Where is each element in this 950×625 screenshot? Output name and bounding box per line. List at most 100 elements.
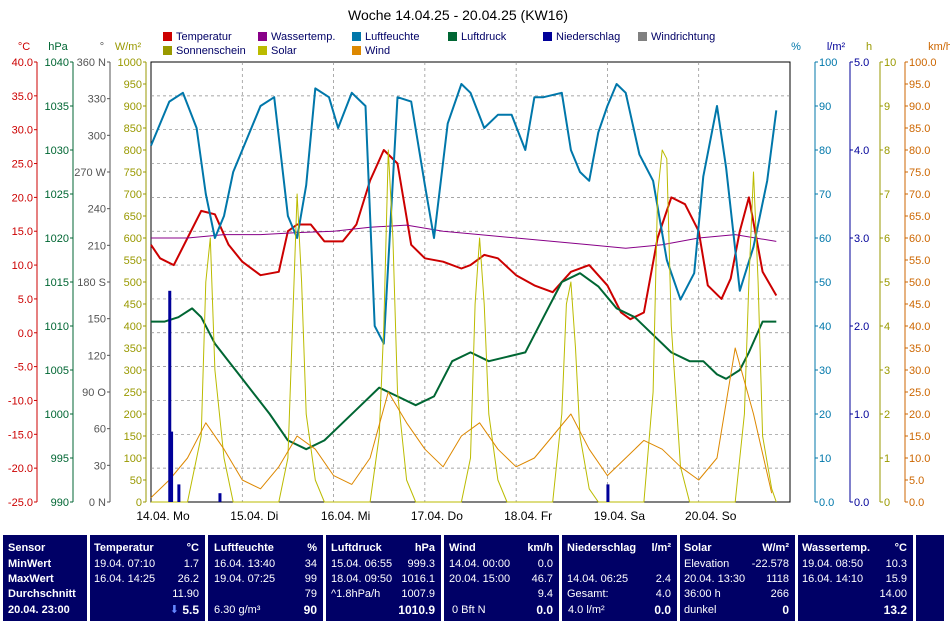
wind-tick-label-4: 80.0 [909, 145, 930, 157]
solar-tick-label-18: 100 [124, 453, 142, 465]
solar-tick-label-8: 600 [124, 233, 142, 245]
direction-tick-label-0: 360 N [77, 57, 106, 69]
sunshine-tick-label-9: 1 [884, 453, 890, 465]
pressure-min-time: 15.04. 06:55 [331, 558, 393, 570]
stats-water-temperature: Wassertemp. °C 19.04. 08:50 10.3 16.04. 14… [798, 535, 913, 621]
sunshine-tick-label-7: 3 [884, 365, 890, 377]
stats-empty-box [916, 535, 944, 621]
stats-panel: Sensor MinWert MaxWert Durchschnitt 20.0… [0, 531, 950, 625]
pressure-avg-value: 1007.9 [401, 588, 435, 600]
solar-tick-label-20: 0 [136, 497, 142, 509]
chart-axes: °C40.035.030.025.020.015.010.05.00.0-5.0… [8, 41, 950, 509]
precip-tick-label-2: 3.0 [854, 233, 869, 245]
precip-total-label: Gesamt: [567, 588, 609, 600]
wind-tick-label-7: 65.0 [909, 211, 930, 223]
wind-tick-label-8: 60.0 [909, 233, 930, 245]
solar-elevation-value: -22.578 [751, 558, 789, 570]
x-label-2: 16.04. Mi [321, 509, 370, 523]
solar-tick-label-10: 500 [124, 277, 142, 289]
legend-swatch-3 [448, 32, 457, 41]
wind-tick-label-12: 40.0 [909, 321, 930, 333]
wind-tick-label-20: 0.0 [909, 497, 924, 509]
precip-tick-label-4: 1.0 [854, 409, 869, 421]
precip-now-label: 4.0 l/m² [568, 604, 605, 616]
direction-tick-label-3: 270 W [74, 167, 106, 179]
chart-legend: Temperatur Wassertemp. Luftfeuchte Luftdruc… [163, 31, 715, 57]
x-axis-labels: 14.04. Mo 15.04. Di 16.04. Mi 17.04. Do 18.0… [136, 509, 736, 523]
stats-wind: Wind km/h 14.04. 00:00 0.0 20.04. 15:00 46.… [444, 535, 559, 621]
x-label-1: 15.04. Di [230, 509, 278, 523]
humidity-tick-label-0: 100 [819, 57, 837, 69]
stats-precipitation: Niederschlag l/m² 14.04. 06:25 2.4 Gesamt:… [562, 535, 677, 621]
direction-tick-label-2: 300 [88, 130, 106, 142]
legend-label-6: Sonnenschein [176, 45, 246, 57]
sunshine-tick-label-2: 8 [884, 145, 890, 157]
humidity-avg-value: 79 [304, 588, 317, 600]
humidity-abs-value: 6.30 g/m³ [214, 604, 261, 616]
temp-tick-label-4: 20.0 [12, 192, 33, 204]
humidity-min-time: 16.04. 13:40 [214, 558, 276, 570]
legend-swatch-5 [638, 32, 647, 41]
temp-avg-value: 11.90 [172, 588, 199, 600]
legend-swatch-0 [163, 32, 172, 41]
sunshine-tick-label-4: 6 [884, 233, 890, 245]
water-avg-value: 14.00 [879, 588, 907, 600]
solar-tick-label-0: 1000 [118, 57, 142, 69]
wind-min-time: 14.04. 00:00 [449, 558, 511, 570]
sensor-min-label: MinWert [8, 558, 52, 570]
direction-tick-label-6: 180 S [77, 277, 106, 289]
wind-tick-label-9: 55.0 [909, 255, 930, 267]
sunshine-tick-label-0: 10 [884, 57, 896, 69]
sensor-avg-label: Durchschnitt [8, 588, 76, 600]
solar-tick-label-11: 450 [124, 299, 142, 311]
pressure-max-value: 1016.1 [401, 573, 435, 585]
solar-tick-label-3: 850 [124, 123, 142, 135]
pressure-tick-label-8: 1000 [45, 409, 69, 421]
solar-max-value: 1118 [766, 573, 789, 585]
water-max-time: 16.04. 14:10 [802, 573, 864, 585]
wind-tick-label-3: 85.0 [909, 123, 930, 135]
stats-sensor: Sensor MinWert MaxWert Durchschnitt 20.0… [3, 535, 87, 621]
direction-tick-label-11: 30 [94, 460, 106, 472]
direction-tick-label-12: 0 N [89, 497, 106, 509]
legend-swatch-8 [352, 46, 361, 55]
pressure-tick-label-10: 990 [51, 497, 69, 509]
series-line-1 [151, 224, 777, 249]
wind-tick-label-5: 75.0 [909, 167, 930, 179]
sensor-header: Sensor [8, 542, 46, 554]
temp-tick-label-11: -15.0 [8, 429, 33, 441]
humidity-max-value: 99 [304, 573, 317, 585]
legend-swatch-6 [163, 46, 172, 55]
stats-temperature: Temperatur °C 19.04. 07:10 1.7 16.04. 14:2… [90, 535, 205, 621]
humidity-header: Luftfeuchte [214, 542, 274, 554]
humidity-tick-label-3: 70 [819, 189, 831, 201]
temp-tick-label-0: 40.0 [12, 57, 33, 69]
wind-tick-label-13: 35.0 [909, 343, 930, 355]
pressure-now-value: 1010.9 [398, 603, 435, 617]
wind-tick-label-16: 20.0 [909, 409, 930, 421]
series-line-0 [150, 149, 778, 321]
humidity-tick-label-2: 80 [819, 145, 831, 157]
temp-max-time: 16.04. 14:25 [94, 573, 156, 585]
pressure-unit: hPa [414, 542, 435, 554]
wind-min-value: 0.0 [537, 558, 553, 570]
sunshine-tick-label-1: 9 [884, 101, 890, 113]
wind-tick-label-1: 95.0 [909, 79, 930, 91]
wind-avg-value: 9.4 [537, 588, 553, 600]
x-label-0: 14.04. Mo [136, 509, 190, 523]
legend-label-1: Wassertemp. [271, 31, 335, 43]
temp-tick-label-3: 25.0 [12, 159, 33, 171]
solar-header: Solar [684, 542, 712, 554]
direction-tick-label-4: 240 [88, 204, 106, 216]
sunshine-axis-unit: h [866, 41, 872, 53]
wind-tick-label-19: 5.0 [909, 475, 924, 487]
precip-header: Niederschlag [567, 542, 637, 554]
solar-max-time: 20.04. 13:30 [684, 573, 746, 585]
temp-unit: °C [186, 542, 199, 554]
series-line-3 [151, 272, 777, 451]
temp-min-value: 1.7 [183, 558, 199, 570]
pressure-tick-label-3: 1025 [45, 189, 69, 201]
humidity-tick-label-9: 10 [819, 453, 831, 465]
precip-tick-label-0: 5.0 [854, 57, 869, 69]
humidity-tick-label-6: 40 [819, 321, 831, 333]
